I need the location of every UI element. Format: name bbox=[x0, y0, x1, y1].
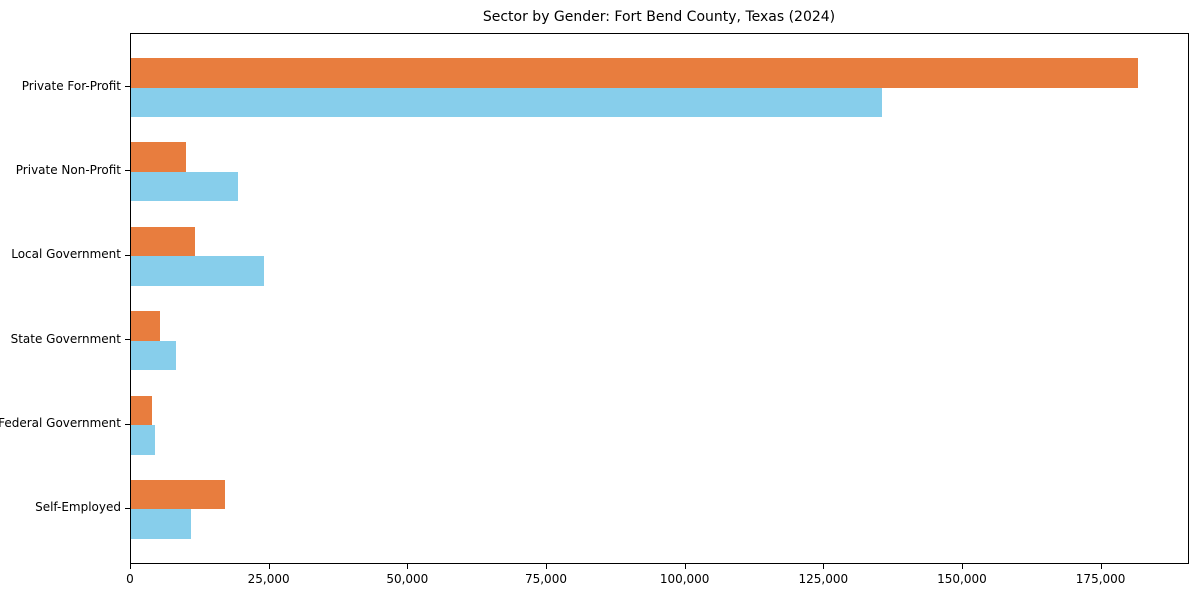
y-tick-label: State Government bbox=[10, 331, 121, 346]
x-tick-label: 100,000 bbox=[659, 572, 710, 586]
bar-female-5 bbox=[131, 425, 155, 455]
x-tick-mark bbox=[545, 564, 547, 569]
y-tick-mark bbox=[125, 86, 130, 88]
bar-male-2 bbox=[131, 142, 186, 172]
bar-female-3 bbox=[131, 256, 264, 286]
bar-male-3 bbox=[131, 226, 195, 257]
x-tick-label: 175,000 bbox=[1075, 572, 1126, 586]
y-tick-mark bbox=[125, 170, 130, 172]
x-tick-label: 75,000 bbox=[524, 572, 567, 586]
chart-title: Sector by Gender: Fort Bend County, Texa… bbox=[482, 9, 836, 25]
bar-male-1 bbox=[131, 58, 1138, 88]
x-tick-mark bbox=[961, 564, 963, 569]
x-tick-label: 25,000 bbox=[247, 572, 290, 586]
x-tick-label: 125,000 bbox=[798, 572, 849, 586]
x-tick-mark bbox=[268, 564, 270, 569]
plot-area: Male Female bbox=[130, 33, 1189, 564]
bar-female-4 bbox=[131, 340, 176, 371]
y-tick-mark bbox=[125, 423, 130, 425]
x-tick-label: 50,000 bbox=[386, 572, 429, 586]
bar-male-6 bbox=[131, 479, 226, 510]
y-tick-label: Private Non-Profit bbox=[15, 162, 121, 177]
x-tick-mark bbox=[130, 564, 131, 569]
x-tick-label: 0 bbox=[126, 572, 134, 586]
x-tick-mark bbox=[684, 564, 686, 569]
bar-female-1 bbox=[131, 87, 882, 118]
x-tick-mark bbox=[407, 564, 409, 569]
y-tick-mark bbox=[125, 339, 130, 341]
y-tick-label: Federal Government bbox=[0, 416, 121, 431]
y-tick-mark bbox=[125, 254, 130, 256]
bar-male-4 bbox=[131, 311, 161, 341]
y-tick-mark bbox=[125, 507, 130, 509]
x-tick-mark bbox=[1100, 564, 1102, 569]
bar-female-6 bbox=[131, 509, 191, 539]
x-tick-label: 150,000 bbox=[937, 572, 987, 586]
bar-male-5 bbox=[131, 395, 153, 426]
y-tick-label: Private For-Profit bbox=[21, 78, 121, 93]
x-tick-mark bbox=[823, 564, 825, 569]
bar-female-2 bbox=[131, 171, 239, 202]
y-tick-label: Local Government bbox=[11, 247, 121, 262]
y-tick-label: Self-Employed bbox=[35, 500, 121, 515]
